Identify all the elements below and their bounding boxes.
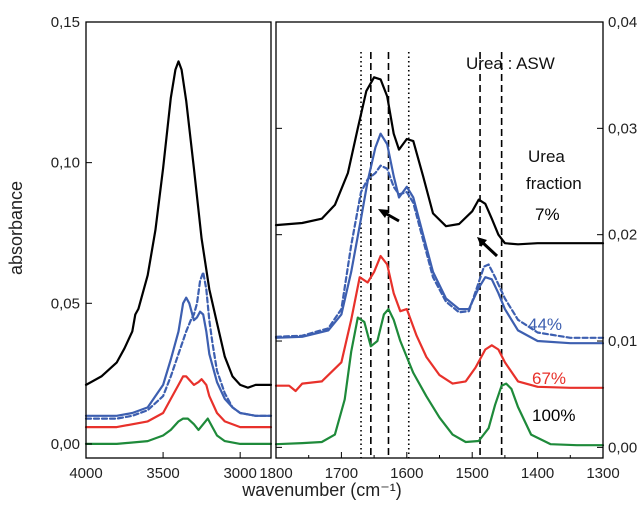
left-x-tick-label: 3500: [146, 465, 179, 482]
series-label-7pct: 7%: [535, 205, 560, 224]
shift-arrow-2: [477, 237, 499, 258]
right-x-tick-label: 1800: [259, 465, 292, 482]
left-series-line-0: [84, 60, 273, 389]
right-series-line-1: [274, 132, 605, 345]
right-y-tick-label: 0,00: [608, 439, 637, 456]
right-y-tick-label: 0,03: [608, 120, 637, 137]
left-x-tick-label: 3000: [223, 465, 256, 482]
right-plot-frame: [275, 21, 604, 459]
x-axis-label: wavenumber (cm⁻¹): [241, 480, 402, 500]
left-series-line-2: [84, 271, 273, 420]
left-y-tick-label: 0,15: [51, 14, 80, 31]
right-y-tick-label: 0,01: [608, 333, 637, 350]
left-x-tick-label: 4000: [69, 465, 102, 482]
series-label-67pct: 67%: [532, 369, 566, 388]
legend-title-line-2: fraction: [526, 174, 582, 193]
shift-arrow-1: [378, 209, 400, 223]
right-series-line-0: [274, 76, 605, 246]
left-y-tick-label: 0,05: [51, 295, 80, 312]
left-y-tick-label: 0,10: [51, 155, 80, 172]
right-x-tick-label: 1600: [390, 465, 423, 482]
right-x-tick-label: 1300: [586, 465, 619, 482]
left-series-line-3: [84, 375, 273, 429]
left-plot-frame: [85, 21, 272, 459]
left-series-line-4: [84, 417, 273, 445]
right-x-tick-label: 1400: [521, 465, 554, 482]
right-panel: 1800 1700 1600 1500 1400 1300 0,00 0,01 0,02 0,03…: [259, 14, 637, 482]
right-series-line-4: [274, 308, 605, 447]
left-y-tick-label: 0,00: [51, 436, 80, 453]
series-label-100pct: 100%: [532, 406, 575, 425]
chart-title-text: Urea : ASW: [466, 54, 555, 73]
right-y-tick-label: 0,02: [608, 227, 637, 244]
series-label-44pct: 44%: [528, 315, 562, 334]
y-axis-label: absorbance: [6, 181, 26, 275]
right-x-tick-label: 1500: [456, 465, 489, 482]
right-series-line-3: [274, 254, 605, 393]
right-y-tick-label: 0,04: [608, 14, 637, 31]
left-panel: 4000 3500 3000 0,00 0,05 0,10 0,15: [51, 14, 273, 482]
right-series-line-2: [274, 164, 605, 339]
right-x-tick-label: 1700: [325, 465, 358, 482]
left-series-line-1: [84, 296, 273, 417]
legend-title-line-1: Urea: [528, 147, 565, 166]
